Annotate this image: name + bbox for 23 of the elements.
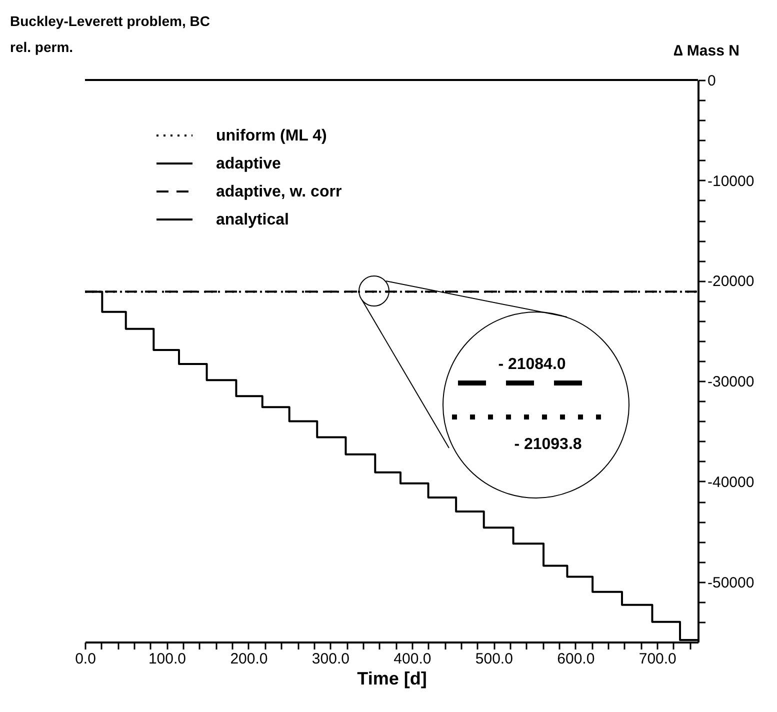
y-tick-label: -20000 xyxy=(708,273,754,290)
x-tick-label: 600.0 xyxy=(557,650,595,668)
y-tick-label: 0 xyxy=(708,72,716,90)
x-tick-label: 700.0 xyxy=(638,650,676,668)
legend-label: adaptive xyxy=(216,156,282,172)
x-tick-label: 400.0 xyxy=(394,650,432,668)
x-axis-title: Time [d] xyxy=(357,668,427,688)
legend-label: adaptive, w. corr xyxy=(216,184,342,200)
x-tick-label: 300.0 xyxy=(312,650,350,668)
x-tick-label: 200.0 xyxy=(230,650,268,668)
y-tick-label: -30000 xyxy=(708,374,754,391)
chart-title: Buckley-Leverett problem, BC rel. perm. xyxy=(10,12,210,57)
x-tick-label: 0.0 xyxy=(75,650,96,668)
legend-label: uniform (ML 4) xyxy=(216,128,327,144)
x-tick-label: 100.0 xyxy=(148,650,186,668)
y-axis-title: ∆ Mass N xyxy=(674,42,740,60)
y-tick-label: -10000 xyxy=(708,172,754,190)
annotation: - 21084.0 xyxy=(498,356,566,373)
x-tick-label: 500.0 xyxy=(475,650,513,668)
legend-label: analytical xyxy=(216,212,289,228)
y-tick-label: -50000 xyxy=(708,574,754,592)
y-tick-label: -40000 xyxy=(708,474,754,491)
annotation: - 21093.8 xyxy=(514,436,582,453)
